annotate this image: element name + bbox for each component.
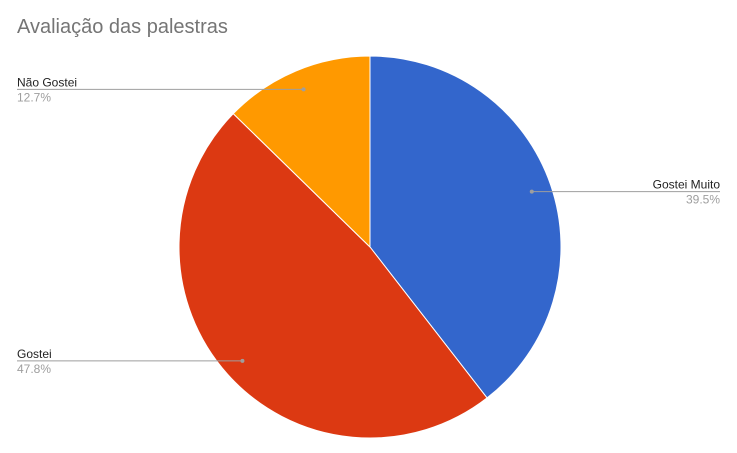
slice-percent-0: 39.5% bbox=[686, 193, 720, 207]
slice-percent-1: 47.8% bbox=[17, 362, 51, 376]
slice-percent-2: 12.7% bbox=[17, 90, 51, 104]
slice-label-0: Gostei Muito bbox=[653, 178, 721, 192]
pie-slice-1[interactable] bbox=[178, 112, 488, 439]
leader-dot-2 bbox=[301, 87, 306, 92]
leader-dot-0 bbox=[529, 189, 534, 194]
chart-title: Avaliação das palestras bbox=[17, 16, 228, 38]
pie-slice-2[interactable] bbox=[232, 55, 371, 249]
leader-dot-1 bbox=[240, 358, 245, 363]
slice-label-2: Não Gostei bbox=[17, 75, 77, 89]
slice-label-1: Gostei bbox=[17, 347, 52, 361]
pie-slice-0[interactable] bbox=[369, 55, 562, 399]
